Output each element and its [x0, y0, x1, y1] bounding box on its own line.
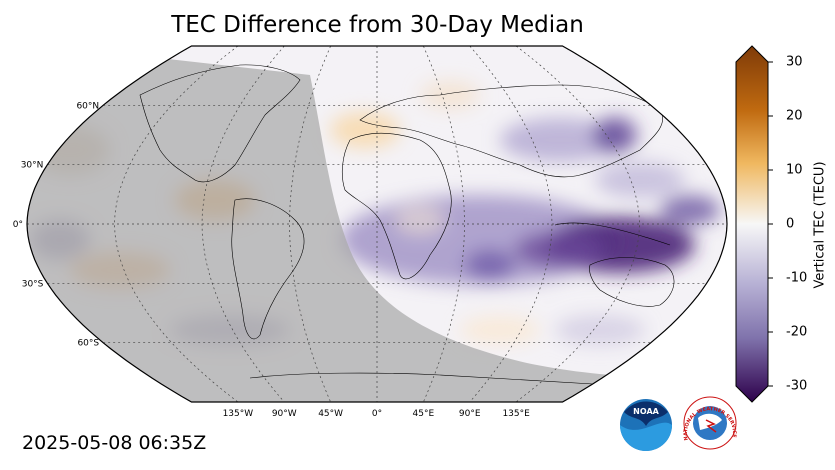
lon-label: 135°W: [223, 409, 254, 419]
globe-outline: [26, 45, 728, 403]
lat-label: 60°S: [77, 339, 99, 349]
colorbar-tick-label: 30: [786, 54, 803, 70]
night-shade: [27, 46, 727, 402]
lat-label: 60°N: [76, 101, 99, 111]
colorbar: [735, 45, 773, 403]
lon-label: 135°E: [502, 409, 530, 419]
colorbar-tick-label: -20: [786, 324, 808, 340]
map-title: TEC Difference from 30-Day Median: [171, 12, 584, 38]
noaa-logo: NOAA: [620, 399, 672, 451]
lat-label: 0°: [13, 220, 23, 230]
colorbar-label: Vertical TEC (TECU): [812, 161, 828, 289]
colorbar-tick-label: 0: [786, 216, 795, 232]
lon-label: 90°W: [272, 409, 297, 419]
lon-label: 90°E: [459, 409, 481, 419]
colorbar-tick-label: 20: [786, 108, 803, 124]
lon-label: 45°E: [413, 409, 435, 419]
colorbar-tick-label: -30: [786, 378, 808, 394]
colorbar-bar: [735, 45, 769, 403]
lon-label: 0°: [372, 409, 382, 419]
latitude-labels: 60°N 30°N 0° 30°S 60°S: [13, 101, 100, 348]
lat-label: 30°S: [22, 279, 44, 289]
timestamp: 2025-05-08 06:35Z: [22, 432, 207, 454]
lon-label: 45°W: [318, 409, 343, 419]
nws-logo: NATIONAL WEATHER SERVICE: [683, 396, 737, 450]
lat-label: 30°N: [21, 161, 44, 171]
noaa-logo-text: NOAA: [633, 407, 659, 416]
map-field: [27, 46, 727, 402]
longitude-labels: 135°W 90°W 45°W 0° 45°E 90°E 135°E: [223, 409, 531, 419]
graticule-lon-line: [469, 46, 553, 402]
colorbar-ticks: [768, 61, 773, 387]
colorbar-tick-label: 10: [786, 162, 803, 178]
colorbar-tick-label: -10: [786, 270, 808, 286]
coastlines: [139, 64, 675, 386]
graticule-lon-line: [201, 46, 285, 402]
